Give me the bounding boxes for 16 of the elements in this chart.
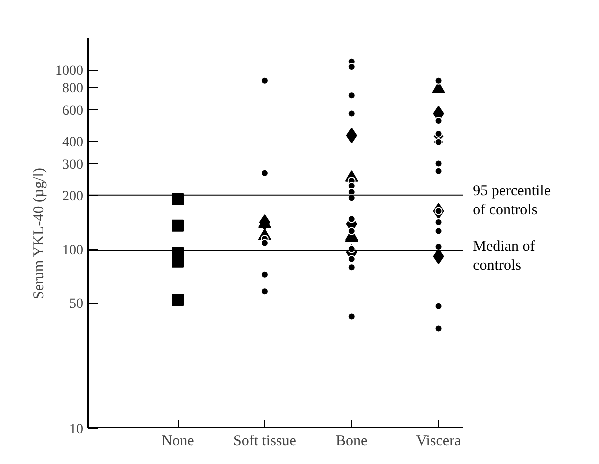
x-tick-label: Viscera [416,434,462,450]
y-tick-label: 200 [62,189,84,204]
y-tick-label: 600 [62,104,84,119]
ref-line-label: 95 percentile of controls [473,183,552,219]
y-tick-label: 50 [70,297,84,312]
y-tick-label: 300 [62,158,84,173]
y-tick-label: 1000 [56,64,84,80]
x-tick-label: Soft tissue [233,434,297,450]
x-tick-label: None [162,434,195,450]
ref-line-label: Median of controls [473,238,536,274]
y-axis-title: Serum YKL-40 (µg/l) [32,168,48,300]
y-tick-label: 400 [62,135,84,150]
y-tick-label: 800 [62,81,84,96]
x-tick-label: Bone [336,434,368,450]
y-tick-label: 10 [70,422,84,438]
y-tick-label: 100 [62,243,84,258]
